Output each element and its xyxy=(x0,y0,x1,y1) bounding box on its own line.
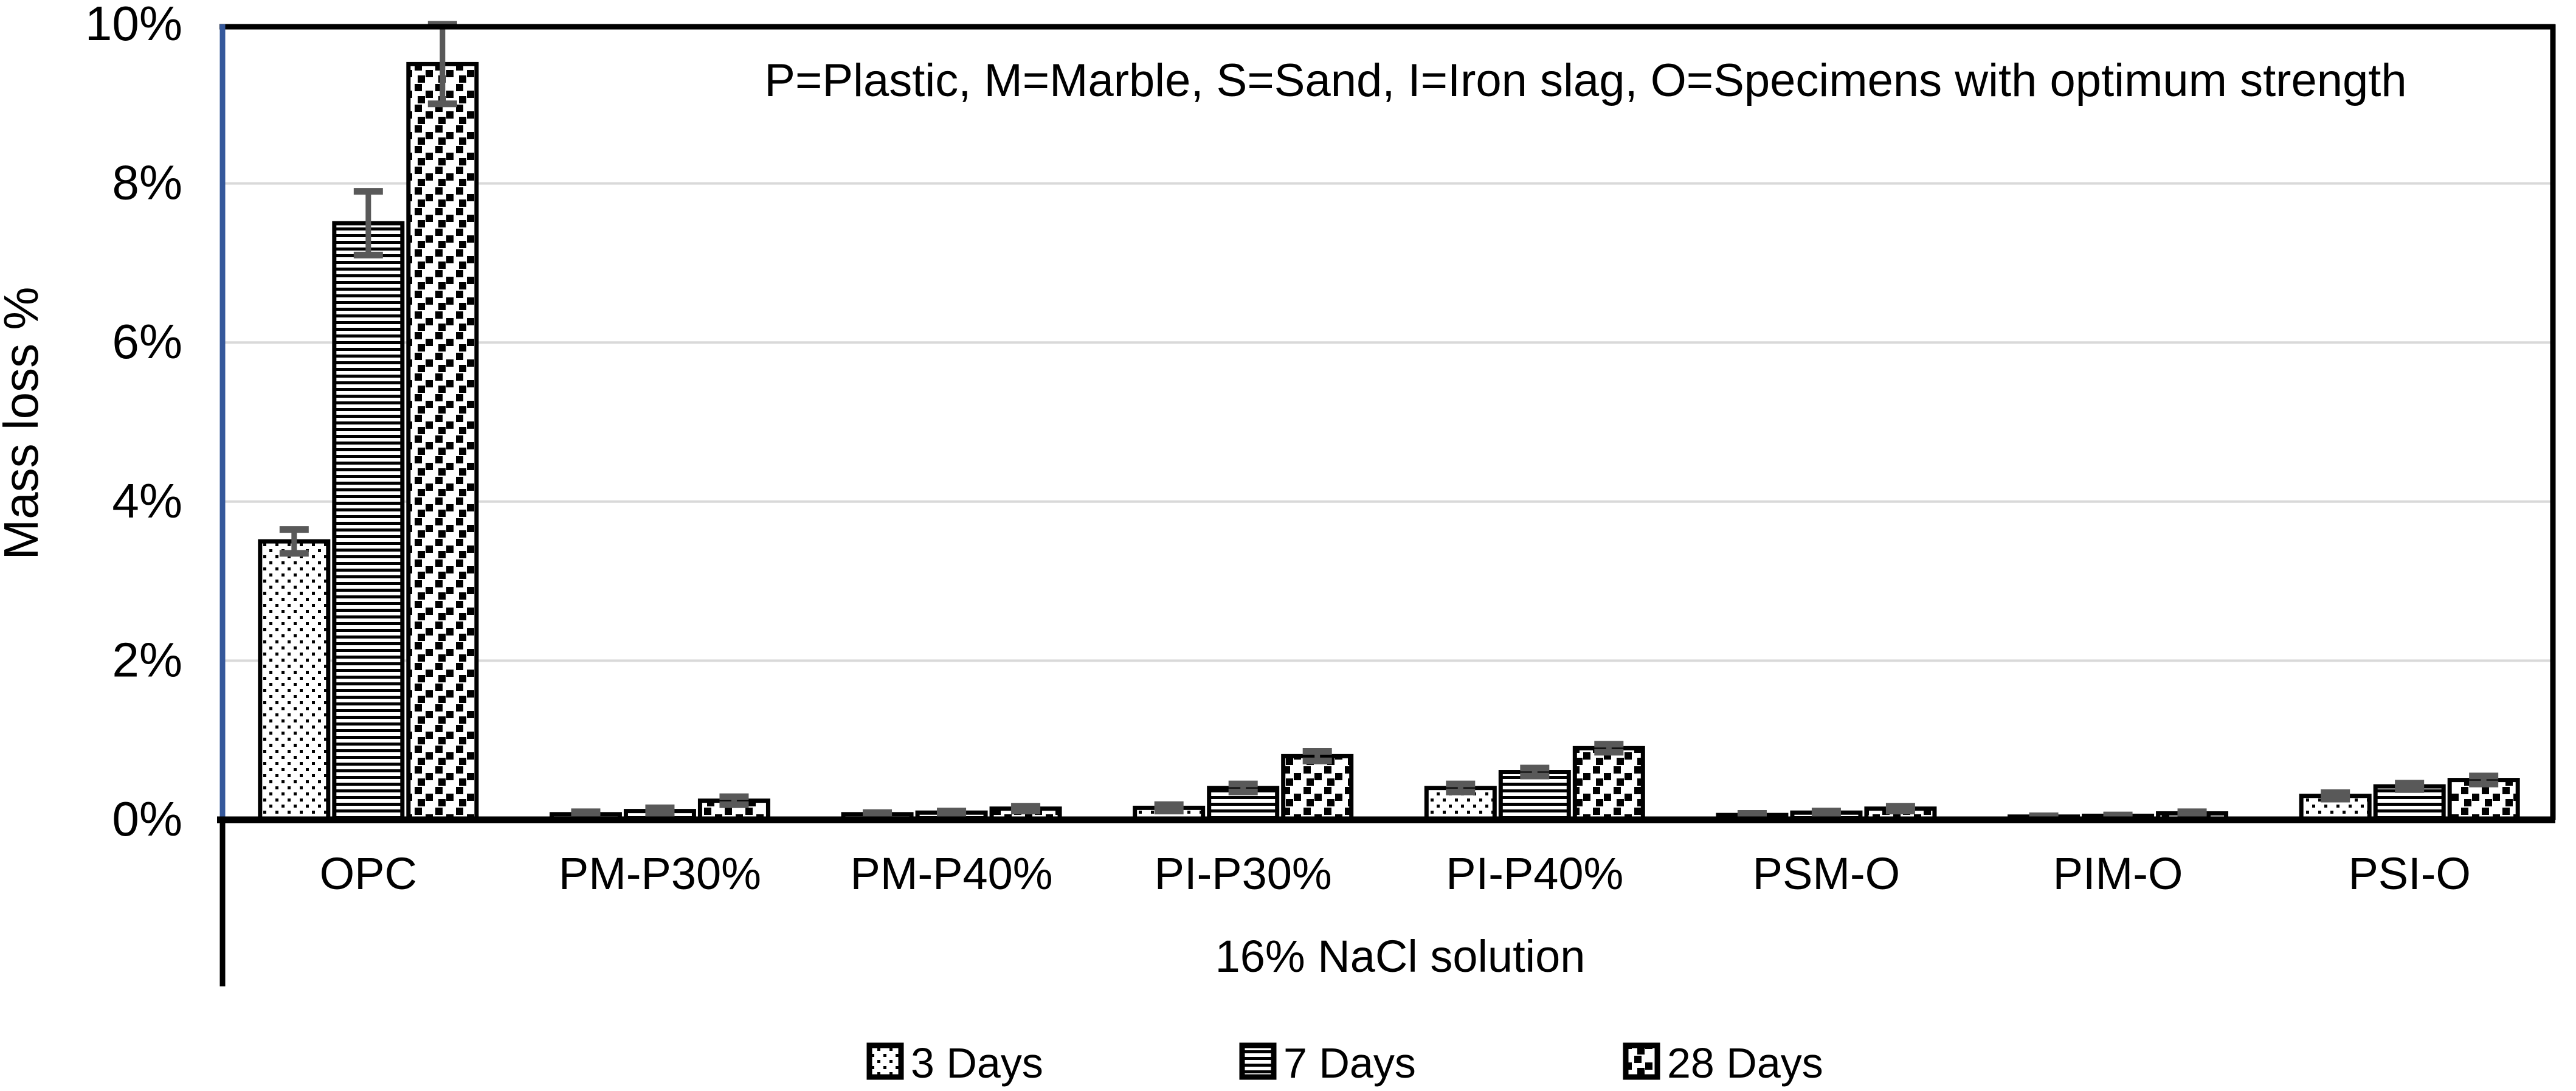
legend-swatch-3-days xyxy=(866,1042,904,1080)
y-axis-title: Mass loss % xyxy=(0,287,48,560)
x-category-label-PIM-O: PIM-O xyxy=(2053,848,2183,899)
bar-PI-P40%-7-days xyxy=(1498,770,1571,822)
y-tick-label-10%: 10% xyxy=(85,0,182,50)
x-category-label-OPC: OPC xyxy=(320,848,417,899)
y-tick-label-8%: 8% xyxy=(112,156,182,210)
x-category-label-PI-P30%: PI-P30% xyxy=(1155,848,1332,899)
bar-OPC-28-days xyxy=(406,61,479,822)
x-category-label-PM-P30%: PM-P30% xyxy=(559,848,761,899)
legend-swatch-28-days xyxy=(1623,1042,1660,1080)
bar-PI-P40%-28-days xyxy=(1572,746,1645,822)
y-tick-label-4%: 4% xyxy=(112,474,182,528)
legend-swatch-7-days xyxy=(1239,1042,1277,1080)
bar-OPC-3-days xyxy=(258,539,331,822)
bar-OPC-7-days xyxy=(332,221,405,822)
chart-annotation: P=Plastic, M=Marble, S=Sand, I=Iron slag… xyxy=(764,55,2406,106)
y-tick-label-6%: 6% xyxy=(112,314,182,369)
legend-label-28-days: 28 Days xyxy=(1667,1039,1823,1087)
plot-area: 0% 2% 4% 6% 8% 10% OPC PM-P30% PM-P40% PI-P30% PI-… xyxy=(85,0,2556,986)
x-category-label-PSM-O: PSM-O xyxy=(1753,848,1901,899)
y-tick-label-2%: 2% xyxy=(112,632,182,687)
legend-label-7-days: 7 Days xyxy=(1283,1039,1416,1087)
bar-PI-P30%-28-days xyxy=(1281,753,1354,822)
legend-label-3-days: 3 Days xyxy=(911,1039,1043,1087)
x-category-label-PI-P40%: PI-P40% xyxy=(1446,848,1623,899)
x-axis-title: 16% NaCl solution xyxy=(1215,931,1586,982)
x-category-label-PM-P40%: PM-P40% xyxy=(851,848,1053,899)
legend: 3 Days 7 Days 28 Days xyxy=(866,1039,1823,1087)
x-category-label-PSI-O: PSI-O xyxy=(2348,848,2470,899)
y-tick-label-0%: 0% xyxy=(112,792,182,846)
